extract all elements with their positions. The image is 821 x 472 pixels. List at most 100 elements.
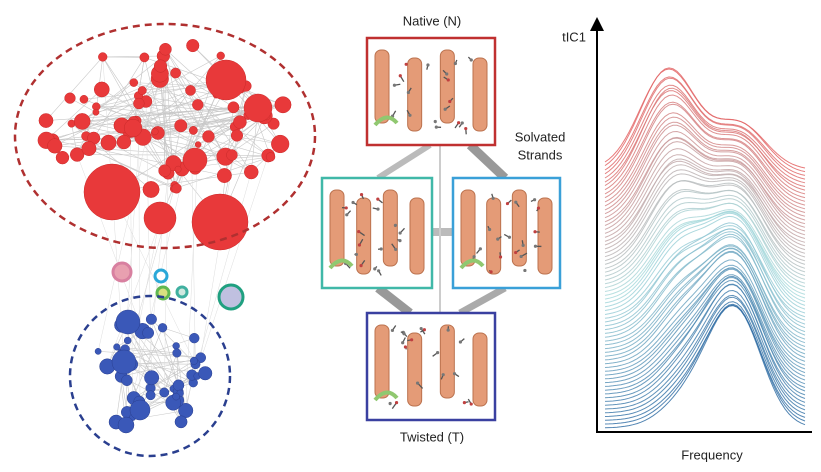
network-node <box>123 118 143 138</box>
atom <box>404 62 408 66</box>
helix <box>409 197 425 275</box>
network-node <box>94 348 102 355</box>
network-node <box>151 127 159 136</box>
network-edge <box>131 360 194 365</box>
ridge-curve <box>604 228 806 331</box>
network-node <box>93 81 110 98</box>
atom <box>357 229 361 234</box>
network-node <box>230 129 244 142</box>
network-node <box>265 152 276 162</box>
atom <box>498 255 503 259</box>
network-edge <box>192 155 269 383</box>
ridge-curve <box>604 231 806 327</box>
atom <box>514 250 518 255</box>
network-edge <box>101 89 199 145</box>
ridge-curve <box>604 194 806 277</box>
ridge-curve <box>604 267 806 372</box>
ridge-curve <box>604 211 806 300</box>
helix <box>407 57 423 132</box>
atom <box>433 119 437 124</box>
atom <box>410 338 414 342</box>
ridge-curve <box>604 101 806 199</box>
ridge-curve <box>604 68 806 169</box>
network-node <box>81 141 97 156</box>
ridge-curve <box>604 283 806 402</box>
atom <box>398 231 402 235</box>
ridge-curve <box>604 215 806 311</box>
network-node <box>202 130 215 143</box>
atom <box>434 125 438 129</box>
network-edge <box>46 89 102 141</box>
network <box>37 39 292 434</box>
ridge-curve <box>604 222 806 323</box>
atom <box>415 381 420 385</box>
atom <box>491 196 495 200</box>
atom <box>521 243 525 247</box>
atom <box>441 373 445 377</box>
network-node <box>79 95 89 104</box>
network-edge <box>133 360 195 399</box>
network-node <box>153 59 168 73</box>
atom <box>376 197 380 201</box>
atom <box>377 269 381 273</box>
ridge-curve <box>604 173 806 258</box>
helix <box>472 332 488 407</box>
intermediate-node <box>217 283 245 311</box>
network-node <box>189 332 200 344</box>
network-node <box>115 309 141 335</box>
ridge-curve <box>604 289 806 406</box>
x-axis-label: Frequency <box>681 447 743 462</box>
ridge-curve <box>604 284 806 399</box>
atom <box>487 227 492 232</box>
network-node <box>227 101 240 114</box>
ridge-curve <box>604 77 806 180</box>
ridge-curve <box>604 296 806 414</box>
ridge-curve <box>604 259 806 365</box>
network-edge <box>97 78 161 352</box>
network-node <box>172 392 180 401</box>
helix <box>382 189 398 267</box>
network-node <box>137 86 147 96</box>
network-node <box>188 126 198 135</box>
atom <box>392 83 397 87</box>
ridge-curve <box>604 160 806 243</box>
ridge-curve <box>604 202 806 289</box>
atom <box>376 207 380 211</box>
atom <box>452 372 457 376</box>
state-boxes <box>320 36 562 422</box>
network-node <box>185 85 196 96</box>
ridge-curve <box>604 248 806 350</box>
network-edge <box>88 148 177 189</box>
network-node <box>142 181 160 198</box>
network-node <box>192 99 204 111</box>
network-node <box>157 323 168 333</box>
network-node <box>145 313 157 325</box>
network-node <box>159 42 172 56</box>
network-node <box>123 336 132 345</box>
network-node <box>92 108 100 116</box>
atom <box>354 252 358 257</box>
network-edge <box>98 351 201 358</box>
network-node <box>144 370 160 386</box>
ridge-curve <box>604 250 806 361</box>
atom <box>445 72 449 76</box>
ridge-curve <box>604 112 806 206</box>
network-node <box>159 387 170 398</box>
edge <box>466 141 509 182</box>
atom <box>351 200 355 205</box>
network-node <box>271 134 290 154</box>
ridgeline-plot <box>604 67 806 429</box>
network-node <box>243 93 273 123</box>
ridge-curve <box>604 304 806 429</box>
network-node <box>98 52 108 62</box>
intermediate-node <box>111 261 133 283</box>
atom <box>344 206 348 210</box>
atom <box>373 267 377 271</box>
network-node <box>174 165 182 173</box>
helix <box>407 332 423 407</box>
state-graph <box>375 141 509 317</box>
ridge-curve <box>604 247 806 353</box>
ridge-curve <box>604 121 806 213</box>
atom <box>408 113 412 117</box>
ridge-curve <box>604 212 806 308</box>
